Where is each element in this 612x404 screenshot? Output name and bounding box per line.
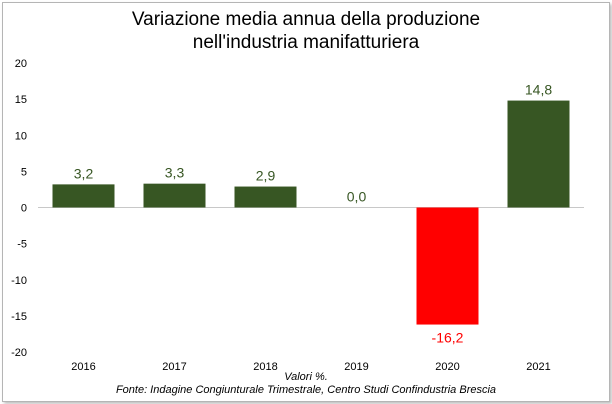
y-axis: 20 15 10 5 0 -5 -10 -15 -20 — [11, 58, 584, 359]
x-tick-label-2021: 2021 — [526, 361, 550, 373]
data-label-2019: 0,0 — [347, 189, 367, 205]
x-tick-label-2017: 2017 — [162, 361, 186, 373]
y-tick-label: -15 — [11, 311, 27, 323]
y-tick-label: 10 — [15, 130, 27, 142]
y-tick-label: 0 — [21, 203, 27, 215]
bar-2017 — [143, 183, 206, 208]
chart-title-line-1: Variazione media annua della produzione — [131, 9, 481, 30]
x-tick-label-2018: 2018 — [253, 361, 277, 373]
chart-title: Variazione media annua della produzione … — [0, 8, 612, 54]
x-tick-label-2020: 2020 — [435, 361, 459, 373]
data-label-2021: 14,8 — [525, 82, 552, 98]
y-tick-label: 20 — [15, 58, 27, 70]
data-label-2020: -16,2 — [432, 330, 464, 346]
footer-source: Fonte: Indagine Congiunturale Trimestral… — [115, 384, 497, 396]
data-label-2017: 3,3 — [165, 165, 185, 181]
bar-2016 — [52, 184, 115, 208]
chart-title-line-2: nell'industria manifatturiera — [192, 32, 420, 53]
y-tick-label: 5 — [21, 166, 27, 178]
bar-2021 — [507, 100, 570, 208]
bars — [52, 100, 570, 325]
bar-2020 — [416, 207, 479, 325]
x-tick-label-2019: 2019 — [344, 361, 368, 373]
data-label-2018: 2,9 — [256, 168, 276, 184]
data-labels: 3,2 3,3 2,9 0,0 -16,2 14,8 — [74, 82, 553, 346]
x-axis: 2016 2017 2018 2019 2020 2021 — [71, 361, 550, 373]
bar-2018 — [234, 186, 297, 208]
x-tick-label-2016: 2016 — [71, 361, 95, 373]
y-tick-label: -10 — [11, 275, 27, 287]
y-tick-label: 15 — [15, 94, 27, 106]
footer-note: Valori %. — [284, 371, 328, 383]
y-tick-label: -5 — [17, 239, 27, 251]
data-label-2016: 3,2 — [74, 165, 94, 181]
y-tick-label: -20 — [11, 347, 27, 359]
